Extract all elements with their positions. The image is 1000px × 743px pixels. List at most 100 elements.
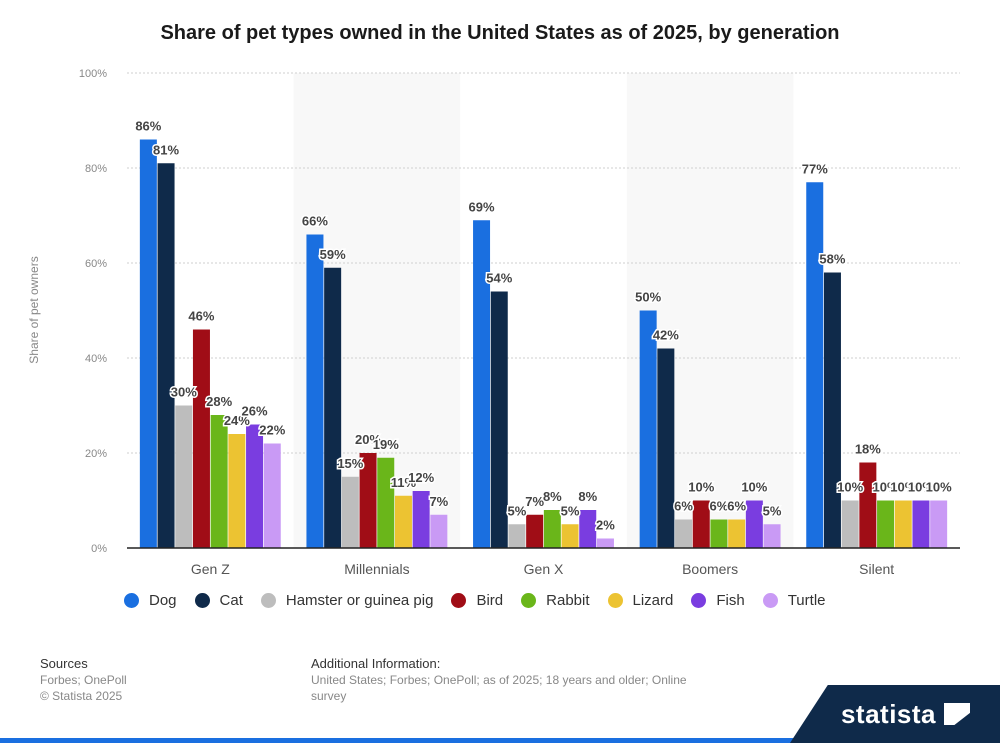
copyright-text: © Statista 2025 (40, 689, 123, 703)
bar-rabbit-gen-x[interactable] (543, 510, 561, 548)
data-label: 18% (855, 442, 881, 457)
legend-label: Turtle (787, 592, 826, 609)
data-label: 19% (373, 437, 399, 452)
legend-item-rabbit[interactable]: Rabbit (521, 592, 590, 609)
bar-bird-gen-z[interactable] (192, 329, 210, 549)
data-label: 8% (543, 489, 562, 504)
legend: Dog Cat Hamster or guinea pig Bird Rabbit Liz… (124, 592, 844, 609)
bar-turtle-millennials[interactable] (430, 514, 448, 548)
data-label: 59% (320, 247, 346, 262)
bar-turtle-boomers[interactable] (763, 524, 781, 548)
bar-lizard-millennials[interactable] (394, 495, 412, 548)
statista-logo-icon (944, 703, 970, 725)
bar-lizard-silent[interactable] (894, 500, 912, 549)
bar-lizard-gen-z[interactable] (228, 434, 246, 548)
data-label: 86% (135, 119, 161, 134)
bar-bird-boomers[interactable] (692, 500, 710, 549)
legend-swatch (194, 593, 210, 608)
data-label: 10% (741, 480, 767, 495)
legend-label: Hamster or guinea pig (285, 592, 434, 609)
bar-dog-gen-z[interactable] (139, 139, 157, 549)
data-label: 54% (486, 271, 512, 286)
bars (139, 139, 948, 549)
bar-cat-millennials[interactable] (324, 267, 342, 548)
bar-cat-silent[interactable] (823, 272, 841, 549)
bar-dog-boomers[interactable] (639, 310, 657, 549)
bar-dog-silent[interactable] (806, 182, 824, 548)
data-label: 10% (837, 480, 863, 495)
bar-lizard-boomers[interactable] (728, 519, 746, 549)
y-tick-label: 20% (85, 448, 107, 460)
x-tick-labels: Gen Z Millennials Gen X Boomers Silent (191, 561, 894, 577)
legend-item-cat[interactable]: Cat (194, 592, 243, 609)
bar-lizard-gen-x[interactable] (561, 524, 579, 548)
legend-item-bird[interactable]: Bird (451, 592, 503, 609)
legend-item-turtle[interactable]: Turtle (762, 592, 826, 609)
data-label: 20% (355, 432, 381, 447)
bar-hamster-or-guinea-pig-millennials[interactable] (341, 476, 359, 548)
data-label: 10% (890, 480, 916, 495)
bar-rabbit-silent[interactable] (877, 500, 895, 549)
bar-hamster-or-guinea-pig-gen-z[interactable] (175, 405, 193, 549)
data-label: 6% (674, 499, 693, 514)
bar-turtle-gen-z[interactable] (263, 443, 281, 549)
bar-bird-millennials[interactable] (359, 453, 377, 548)
legend-label: Fish (716, 592, 745, 609)
data-label: 58% (819, 252, 845, 267)
legend-item-lizard[interactable]: Lizard (607, 592, 674, 609)
bar-turtle-silent[interactable] (930, 500, 948, 549)
data-label: 42% (653, 328, 679, 343)
bar-fish-boomers[interactable] (745, 500, 763, 549)
data-label: 22% (259, 423, 285, 438)
brand-bar (0, 738, 1000, 743)
bar-fish-gen-x[interactable] (579, 510, 597, 548)
data-label: 11% (391, 475, 417, 490)
legend-swatch (691, 593, 707, 608)
bar-fish-gen-z[interactable] (246, 424, 264, 549)
legend-label: Lizard (632, 592, 674, 609)
bar-dog-gen-x[interactable] (473, 220, 491, 548)
bar-bird-gen-x[interactable] (526, 514, 544, 548)
bar-fish-silent[interactable] (912, 500, 930, 549)
y-tick-labels: 0% 20% 40% 60% 80% 100% (79, 68, 107, 555)
additional-info-block: Additional Information: United States; F… (311, 656, 711, 704)
bar-dog-millennials[interactable] (306, 234, 324, 549)
bar-hamster-or-guinea-pig-gen-x[interactable] (508, 524, 526, 548)
x-tick-label: Silent (859, 561, 894, 577)
sources-text[interactable]: Forbes; OnePoll (40, 673, 127, 687)
bar-cat-gen-x[interactable] (490, 291, 508, 549)
data-label: 30% (171, 385, 197, 400)
bar-bird-silent[interactable] (859, 462, 877, 549)
bar-turtle-gen-x[interactable] (596, 538, 614, 549)
statista-logo[interactable]: statista (790, 685, 1000, 743)
data-label: 24% (224, 413, 250, 428)
bar-cat-gen-z[interactable] (157, 163, 175, 548)
data-label: 6% (710, 499, 729, 514)
legend-item-hamster-or-guinea-pig[interactable]: Hamster or guinea pig (260, 592, 434, 609)
legend-item-dog[interactable]: Dog (124, 592, 177, 609)
statista-wordmark: statista (840, 698, 936, 729)
y-axis-label: Share of pet owners (27, 256, 41, 364)
bar-rabbit-gen-z[interactable] (210, 415, 228, 548)
data-label: 10% (926, 480, 952, 495)
bar-chart: 0% 20% 40% 60% 80% 100% 86% 81% 30% 46% 28% 24%26%… (79, 68, 960, 577)
bar-hamster-or-guinea-pig-boomers[interactable] (675, 519, 693, 549)
data-label: 10% (908, 480, 934, 495)
data-label: 10% (688, 480, 714, 495)
additional-info-text: United States; Forbes; OnePoll; as of 20… (311, 673, 687, 703)
data-label: 46% (188, 309, 214, 324)
sources-block: Sources Forbes; OnePoll © Statista 2025 (40, 656, 127, 704)
x-tick-label: Millennials (344, 561, 409, 577)
data-label: 69% (469, 199, 495, 214)
legend-item-fish[interactable]: Fish (691, 592, 745, 609)
bar-rabbit-millennials[interactable] (377, 457, 395, 548)
bar-rabbit-boomers[interactable] (710, 519, 728, 549)
data-label: 5% (763, 503, 782, 518)
data-labels: 86% 81% 30% 46% 28% 24%26% 22% 66% 59% 15% 20%19% 1… (134, 117, 954, 534)
bar-cat-boomers[interactable] (657, 348, 675, 549)
sources-header: Sources (40, 656, 88, 671)
legend-label: Cat (219, 592, 243, 609)
bar-fish-millennials[interactable] (412, 491, 430, 548)
bar-hamster-or-guinea-pig-silent[interactable] (841, 500, 859, 549)
y-tick-label: 40% (85, 353, 107, 365)
